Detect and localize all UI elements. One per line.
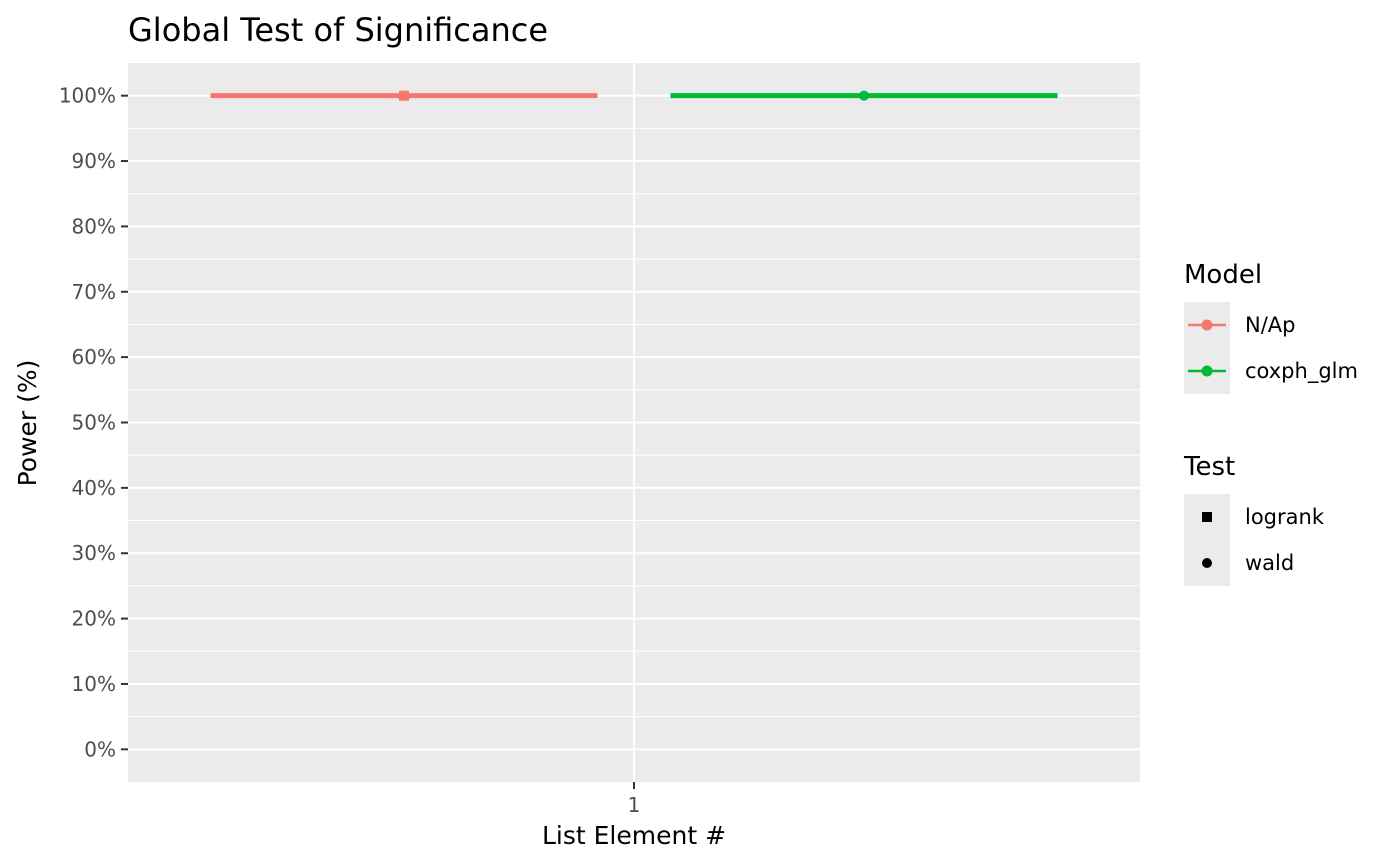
- y-tick-label: 0%: [84, 737, 116, 761]
- x-tick-label: 1: [628, 793, 641, 817]
- y-tick-label: 80%: [72, 214, 116, 238]
- legend-model: Model N/Ap coxph_glm: [1184, 260, 1358, 394]
- legend-key-square-logrank: [1202, 512, 1212, 522]
- y-tick-label: 60%: [72, 345, 116, 369]
- legend-model-title: Model: [1184, 260, 1262, 290]
- y-tick-label: 40%: [72, 476, 116, 500]
- chart-title: Global Test of Significance: [128, 11, 548, 49]
- y-axis-title: Power (%): [13, 360, 42, 487]
- y-tick-label: 70%: [72, 280, 116, 304]
- data-point-coxph-glm: [859, 90, 869, 101]
- legend-label-coxph-glm: coxph_glm: [1245, 359, 1358, 384]
- y-axis: 0% 10% 20% 30% 40% 50% 60% 70% 80% 90% 100%: [59, 84, 128, 761]
- major-gridlines: [128, 63, 1140, 782]
- data-marks: [210, 90, 1058, 101]
- x-axis: 1: [628, 782, 641, 817]
- legend-label-logrank: logrank: [1245, 505, 1325, 529]
- legend-key-point-napp: [1201, 319, 1213, 331]
- y-tick-label: 30%: [72, 541, 116, 565]
- y-tick-label: 100%: [59, 84, 116, 108]
- legend-label-napp: N/Ap: [1245, 313, 1295, 337]
- legend-test: Test logrank wald: [1183, 452, 1325, 586]
- legend-key-circle-wald: [1202, 558, 1212, 568]
- data-point-n-ap: [399, 90, 409, 101]
- legend-test-keys-bg: [1184, 494, 1230, 586]
- legend-model-keys-bg: [1184, 302, 1230, 394]
- y-tick-label: 10%: [72, 672, 116, 696]
- legend-test-title: Test: [1183, 452, 1235, 482]
- legend-label-wald: wald: [1245, 551, 1294, 575]
- x-axis-title: List Element #: [542, 821, 726, 850]
- y-tick-label: 90%: [72, 149, 116, 173]
- y-tick-label: 20%: [72, 607, 116, 631]
- legend-key-point-coxph-glm: [1201, 365, 1213, 377]
- y-tick-label: 50%: [72, 411, 116, 435]
